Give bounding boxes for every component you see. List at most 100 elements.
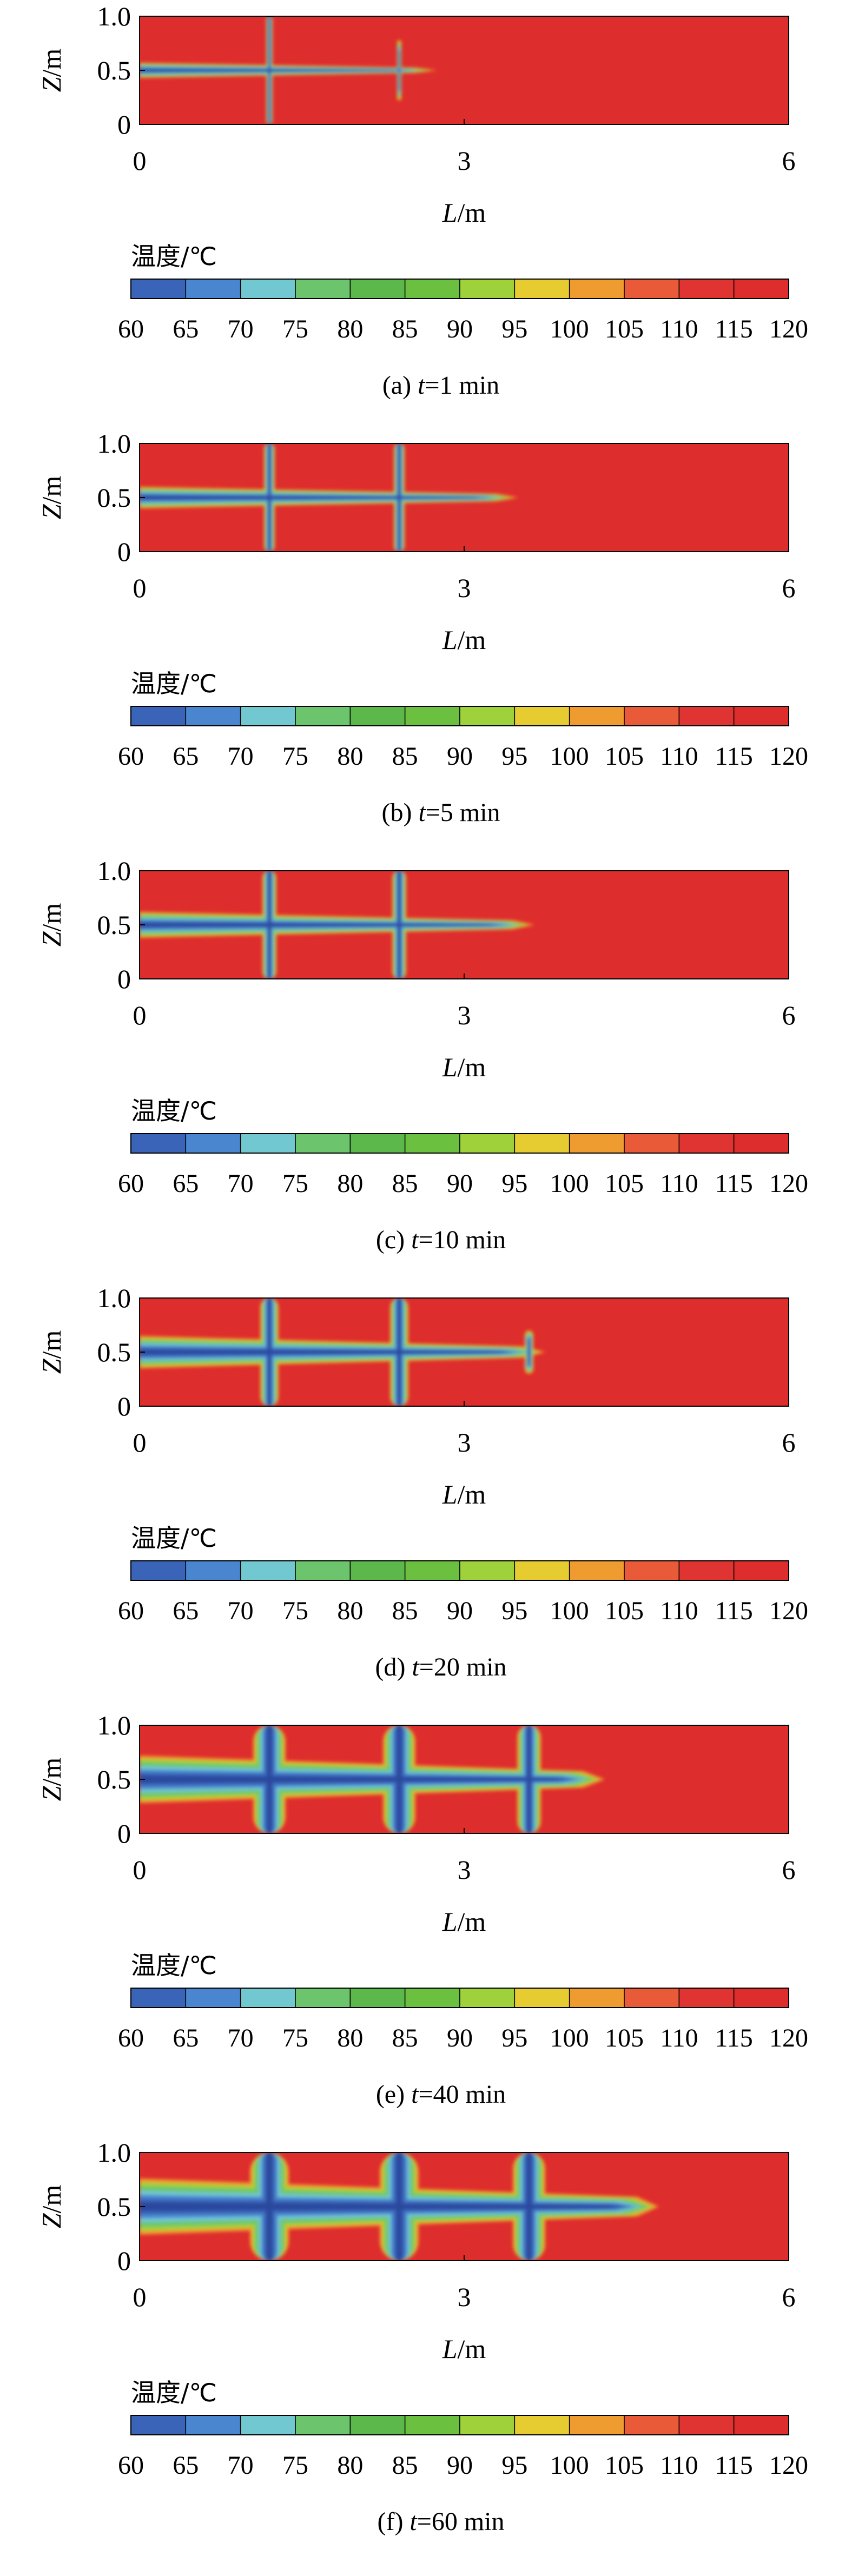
colorbar-segment bbox=[404, 2415, 460, 2435]
colorbar-segment bbox=[459, 1988, 516, 2008]
vertical-tube-zone-3 bbox=[526, 2153, 532, 2261]
colorbar-segment bbox=[295, 1560, 351, 1581]
horizontal-tube-zone bbox=[140, 495, 487, 500]
colorbar-tick-label: 85 bbox=[392, 315, 418, 343]
y-tick-label: 1.0 bbox=[97, 1283, 131, 1313]
colorbar-segment bbox=[130, 1133, 187, 1154]
colorbar-segment bbox=[349, 1560, 406, 1581]
x-tick-label: 0 bbox=[133, 1855, 147, 1885]
colorbar-tick-label: 115 bbox=[715, 1597, 753, 1625]
x-tick-label: 3 bbox=[458, 1000, 471, 1030]
colorbar-segment bbox=[404, 279, 460, 299]
colorbar-tick-label: 80 bbox=[337, 2451, 363, 2480]
x-axis-label: L/m bbox=[442, 1906, 486, 1937]
colorbar-segment bbox=[678, 706, 735, 726]
colorbar-tick-label: 85 bbox=[392, 742, 418, 771]
y-tick-label: 0 bbox=[117, 537, 131, 567]
x-tick-label: 0 bbox=[133, 2282, 147, 2312]
y-tick-label: 1.0 bbox=[97, 1710, 131, 1740]
y-tick-label: 0.5 bbox=[97, 55, 131, 85]
colorbar-tick-label: 100 bbox=[550, 1169, 589, 1198]
colorbar-segment bbox=[295, 706, 351, 726]
colorbar-tick-label: 85 bbox=[392, 1597, 418, 1625]
colorbar-title: 温度/℃ bbox=[131, 1096, 217, 1125]
colorbar-tick-label: 120 bbox=[769, 1597, 808, 1625]
panel-b: 0 0.5 1.0 0 3 6 Z/m L/m 温度/℃ 60 65 70 75 80 85 90 95 100 1… bbox=[36, 428, 808, 827]
y-tick-label: 0.5 bbox=[97, 1764, 131, 1794]
colorbar-segment bbox=[349, 706, 406, 726]
vertical-tube-zone-1 bbox=[266, 2153, 273, 2261]
colorbar-tick-label: 85 bbox=[392, 2451, 418, 2480]
colorbar-tick-label: 115 bbox=[715, 2451, 753, 2480]
colorbar-segment bbox=[569, 1133, 625, 1154]
colorbar-tick-label: 65 bbox=[173, 315, 199, 343]
colorbar-segment bbox=[185, 2415, 241, 2435]
x-axis-label: L/m bbox=[442, 1479, 486, 1509]
colorbar-tick-label: 105 bbox=[605, 742, 644, 771]
colorbar-tick-label: 115 bbox=[715, 1169, 753, 1198]
horizontal-tube-zone bbox=[140, 923, 503, 927]
colorbar-title: 温度/℃ bbox=[131, 669, 217, 698]
colorbar-segment bbox=[569, 1988, 625, 2008]
colorbar-segment bbox=[459, 2415, 516, 2435]
colorbar-segment bbox=[678, 1988, 735, 2008]
colorbar-tick-label: 65 bbox=[173, 1597, 199, 1625]
colorbar-segment bbox=[733, 1560, 789, 1581]
horizontal-tube-zone bbox=[140, 2202, 628, 2211]
vertical-tube-zone-2 bbox=[397, 1725, 402, 1833]
colorbar-tick-label: 110 bbox=[660, 1597, 698, 1625]
colorbar-tick-label: 100 bbox=[550, 2451, 589, 2480]
colorbar-tick-label: 80 bbox=[337, 1597, 363, 1625]
colorbar-segment bbox=[459, 1133, 516, 1154]
colorbar-tick-label: 70 bbox=[228, 315, 254, 343]
x-tick-label: 3 bbox=[458, 145, 471, 176]
colorbar-tick-label: 120 bbox=[769, 1169, 808, 1198]
y-tick-label: 1.0 bbox=[97, 2137, 131, 2168]
colorbar-tick-label: 65 bbox=[173, 2451, 199, 2480]
vertical-tube-zone-1 bbox=[268, 1298, 271, 1406]
x-tick-label: 0 bbox=[133, 1427, 147, 1458]
x-tick-label: 6 bbox=[782, 1000, 796, 1030]
y-axis-label: Z/m bbox=[36, 49, 67, 92]
vertical-tube-zone-2 bbox=[398, 1298, 401, 1406]
colorbar-tick-label: 90 bbox=[447, 1169, 473, 1198]
x-tick-label: 6 bbox=[782, 2282, 796, 2312]
colorbar-segment bbox=[295, 1988, 351, 2008]
colorbar-segment bbox=[130, 279, 187, 299]
colorbar-segment bbox=[514, 1560, 570, 1581]
colorbar-segment bbox=[624, 1560, 680, 1581]
colorbar-segment bbox=[404, 706, 460, 726]
colorbar-segment bbox=[624, 2415, 680, 2435]
y-tick-label: 0 bbox=[117, 964, 131, 994]
x-tick-label: 3 bbox=[458, 1855, 471, 1885]
colorbar-tick-label: 110 bbox=[660, 315, 698, 343]
colorbar-segment bbox=[733, 279, 789, 299]
colorbar-segment bbox=[295, 2415, 351, 2435]
colorbar-segment bbox=[349, 1988, 406, 2008]
colorbar-segment bbox=[240, 1133, 296, 1154]
colorbar-tick-label: 100 bbox=[550, 2024, 589, 2052]
y-tick-label: 0 bbox=[117, 1391, 131, 1421]
x-tick-label: 6 bbox=[782, 1427, 796, 1458]
colorbar-segment bbox=[185, 1133, 241, 1154]
colorbar-tick-label: 70 bbox=[228, 742, 254, 771]
colorbar-segment bbox=[240, 2415, 296, 2435]
horizontal-tube-zone bbox=[140, 1775, 573, 1784]
colorbar-segment bbox=[514, 2415, 570, 2435]
colorbar-tick-label: 110 bbox=[660, 2451, 698, 2480]
colorbar-tick-label: 75 bbox=[282, 742, 308, 771]
colorbar-tick-label: 60 bbox=[118, 742, 144, 771]
colorbar-tick-label: 105 bbox=[605, 2451, 644, 2480]
colorbar-tick-label: 90 bbox=[447, 2451, 473, 2480]
y-tick-label: 1.0 bbox=[97, 428, 131, 459]
y-tick-label: 0.5 bbox=[97, 1337, 131, 1367]
colorbar-segment bbox=[624, 279, 680, 299]
y-axis-label: Z/m bbox=[36, 903, 67, 947]
y-tick-label: 0.5 bbox=[97, 910, 131, 940]
panel-caption: (b) t=5 min bbox=[381, 798, 500, 827]
y-axis-label: Z/m bbox=[36, 476, 67, 520]
colorbar-title: 温度/℃ bbox=[131, 1951, 217, 1980]
x-tick-label: 3 bbox=[458, 2282, 471, 2312]
colorbar-tick-label: 60 bbox=[118, 315, 144, 343]
